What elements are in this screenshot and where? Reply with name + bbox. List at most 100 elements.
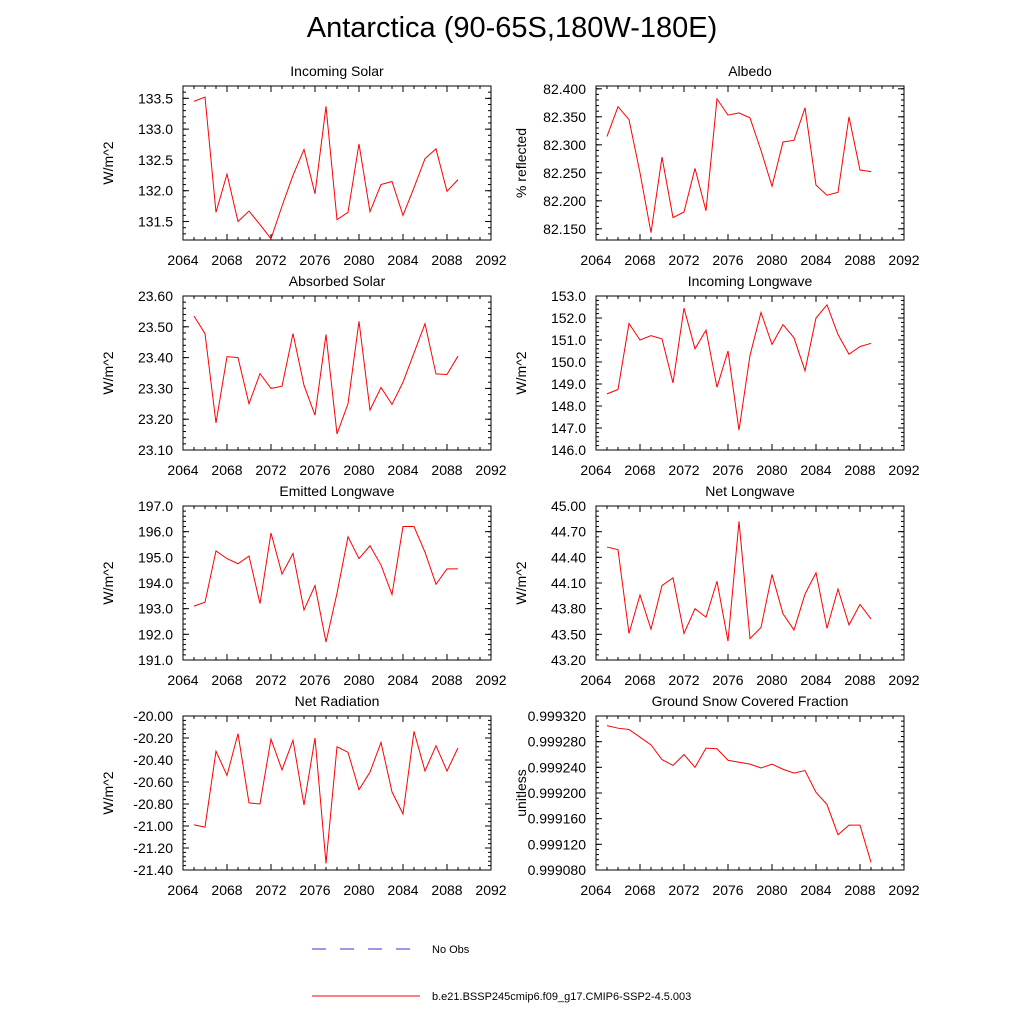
panel-title: Incoming Longwave — [688, 273, 813, 289]
series-line — [606, 97, 872, 233]
y-tick-label: 0.999320 — [528, 708, 587, 724]
y-tick-label: 132.5 — [138, 152, 173, 168]
x-tick-label: 2076 — [712, 462, 743, 478]
x-tick-label: 2064 — [580, 252, 611, 268]
plot-frame — [182, 295, 492, 451]
y-tick-label: 153.0 — [551, 288, 586, 304]
x-tick-label: 2084 — [387, 672, 418, 688]
y-tick-label: 0.999200 — [528, 785, 587, 801]
x-tick-label: 2076 — [299, 672, 330, 688]
x-tick-label: 2084 — [800, 672, 831, 688]
series-line — [193, 315, 459, 435]
x-tick-label: 2076 — [299, 882, 330, 898]
x-tick-label: 2092 — [475, 462, 506, 478]
y-tick-label: 192.0 — [138, 626, 173, 642]
y-tick-label: -21.20 — [133, 840, 173, 856]
y-tick-label: 82.150 — [543, 221, 586, 237]
chart-panel-6: Net Radiation W/m^2 2064 2068 2072 2076 2080 20… — [100, 693, 507, 898]
x-tick-label: 2072 — [255, 252, 286, 268]
y-tick-label: 150.0 — [551, 354, 586, 370]
x-tick-label: 2064 — [580, 672, 611, 688]
x-tick-label: 2092 — [888, 462, 919, 478]
y-tick-label: 23.10 — [138, 442, 173, 458]
x-tick-label: 2076 — [299, 252, 330, 268]
x-tick-label: 2092 — [475, 252, 506, 268]
x-tick-label: 2088 — [431, 462, 462, 478]
y-axis-label: % reflected — [513, 128, 529, 198]
x-tick-label: 2084 — [800, 462, 831, 478]
y-tick-label: 149.0 — [551, 376, 586, 392]
x-tick-label: 2080 — [343, 672, 374, 688]
plot-frame — [182, 505, 492, 661]
y-axis-label: W/m^2 — [100, 351, 116, 394]
y-tick-label: 23.20 — [138, 411, 173, 427]
x-tick-label: 2068 — [624, 462, 655, 478]
x-tick-label: 2064 — [167, 462, 198, 478]
y-axis-label: W/m^2 — [513, 561, 529, 604]
y-tick-label: 44.10 — [551, 575, 586, 591]
y-tick-label: 0.999080 — [528, 862, 587, 878]
panel-title: Albedo — [728, 63, 772, 79]
x-tick-label: 2076 — [712, 882, 743, 898]
x-tick-label: 2080 — [343, 882, 374, 898]
y-tick-label: 152.0 — [551, 310, 586, 326]
y-tick-label: 197.0 — [138, 498, 173, 514]
x-tick-label: 2072 — [668, 672, 699, 688]
y-tick-label: 191.0 — [138, 652, 173, 668]
y-tick-label: 44.70 — [551, 524, 586, 540]
series-line — [606, 725, 872, 863]
y-tick-label: 44.40 — [551, 549, 586, 565]
y-tick-label: 133.5 — [138, 90, 173, 106]
x-tick-label: 2084 — [800, 252, 831, 268]
y-tick-label: -20.00 — [133, 708, 173, 724]
chart-panel-2: Absorbed Solar W/m^2 2064 2068 2072 2076 2080 2… — [100, 273, 507, 478]
y-tick-label: 82.300 — [543, 137, 586, 153]
panel-title: Emitted Longwave — [279, 483, 394, 499]
x-tick-label: 2088 — [844, 252, 875, 268]
y-tick-label: -21.00 — [133, 818, 173, 834]
y-tick-label: 45.00 — [551, 498, 586, 514]
y-tick-label: 133.0 — [138, 121, 173, 137]
x-tick-label: 2064 — [167, 882, 198, 898]
x-tick-label: 2076 — [712, 672, 743, 688]
y-tick-label: 194.0 — [138, 575, 173, 591]
y-tick-label: 146.0 — [551, 442, 586, 458]
y-tick-label: 43.80 — [551, 601, 586, 617]
y-tick-label: 131.5 — [138, 214, 173, 230]
y-tick-label: 196.0 — [138, 524, 173, 540]
y-axis-label: W/m^2 — [513, 351, 529, 394]
y-tick-label: -20.40 — [133, 752, 173, 768]
y-tick-label: 132.0 — [138, 183, 173, 199]
x-tick-label: 2088 — [431, 672, 462, 688]
x-tick-label: 2092 — [888, 252, 919, 268]
y-tick-label: -20.20 — [133, 730, 173, 746]
y-tick-label: 82.350 — [543, 109, 586, 125]
y-tick-label: 82.400 — [543, 81, 586, 97]
y-axis-label: W/m^2 — [100, 141, 116, 184]
x-tick-label: 2076 — [712, 252, 743, 268]
y-axis-label: unitless — [513, 769, 529, 816]
figure-title: Antarctica (90-65S,180W-180E) — [306, 12, 718, 44]
y-tick-label: 23.60 — [138, 288, 173, 304]
panel-title: Incoming Solar — [290, 63, 384, 79]
y-tick-label: 43.50 — [551, 626, 586, 642]
chart-panel-5: Net Longwave W/m^2 2064 2068 2072 2076 2080 208… — [513, 483, 920, 688]
y-tick-label: 82.200 — [543, 193, 586, 209]
x-tick-label: 2072 — [668, 462, 699, 478]
x-tick-label: 2072 — [668, 882, 699, 898]
x-tick-label: 2064 — [580, 462, 611, 478]
y-tick-label: 0.999160 — [528, 811, 587, 827]
x-tick-label: 2084 — [387, 462, 418, 478]
x-tick-label: 2080 — [756, 462, 787, 478]
x-tick-label: 2064 — [167, 672, 198, 688]
y-tick-label: 195.0 — [138, 549, 173, 565]
x-tick-label: 2080 — [756, 672, 787, 688]
y-tick-label: 23.50 — [138, 319, 173, 335]
y-tick-label: -20.80 — [133, 796, 173, 812]
x-tick-label: 2064 — [167, 252, 198, 268]
x-tick-label: 2068 — [211, 462, 242, 478]
x-tick-label: 2088 — [844, 462, 875, 478]
x-tick-label: 2068 — [211, 882, 242, 898]
y-tick-label: 43.20 — [551, 652, 586, 668]
